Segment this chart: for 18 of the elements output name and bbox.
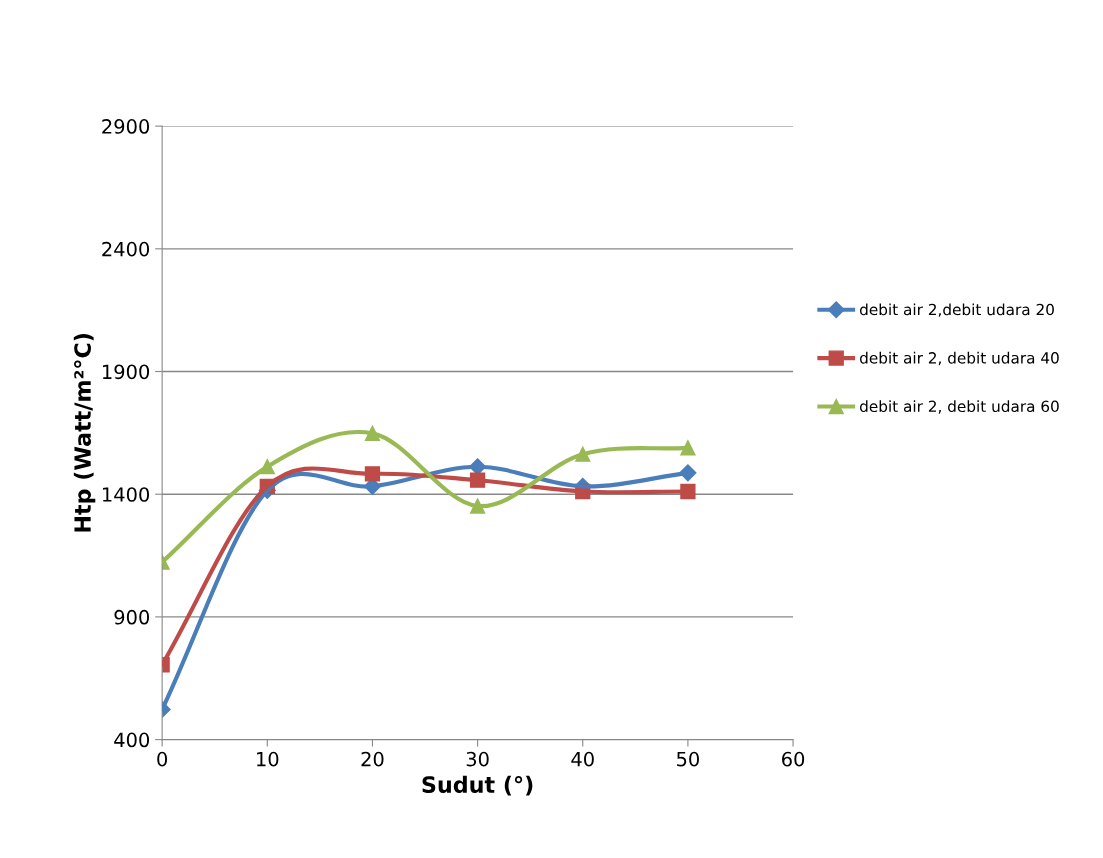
legend-label: debit air 2,debit udara 20: [859, 303, 1054, 317]
x-tick-label: 40: [571, 751, 594, 767]
x-tick-label: 20: [361, 751, 384, 767]
y-tick-label: 2900: [102, 119, 150, 134]
x-tick-label: 0: [157, 751, 168, 767]
x-tick-label: 10: [257, 751, 279, 767]
y-tick-label: 400: [114, 732, 150, 748]
legend-label: debit air 2, debit udara 40: [859, 351, 1059, 366]
legend-label: debit air 2, debit udara 60: [859, 400, 1059, 414]
y-tick-label: 1400: [102, 487, 150, 502]
x-axis-title: Sudut (°): [422, 775, 533, 796]
x-tick-label: 50: [677, 751, 699, 767]
y-axis-title: Htp (Watt/m²°C): [73, 333, 96, 532]
x-tick-label: 30: [466, 751, 489, 767]
y-tick-label: 2400: [102, 241, 150, 257]
y-tick-label: 1900: [102, 364, 150, 380]
x-tick-label: 60: [782, 751, 805, 767]
y-tick-label: 900: [114, 609, 150, 625]
